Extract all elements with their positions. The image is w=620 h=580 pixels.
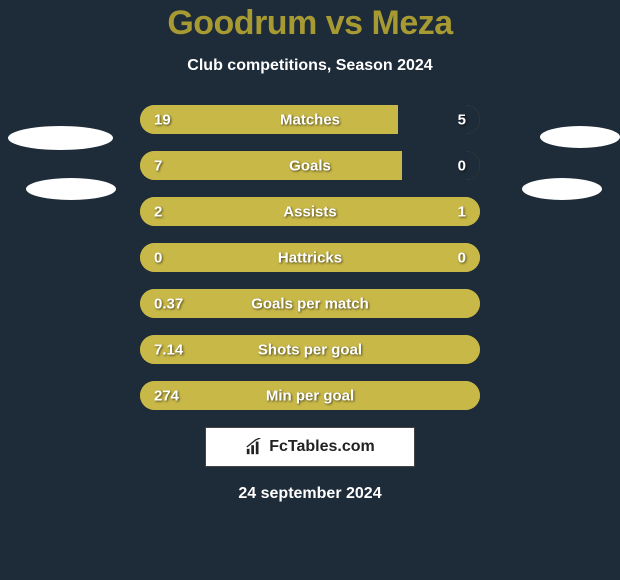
stat-right-fill <box>398 105 480 134</box>
page-title: Goodrum vs Meza <box>167 4 452 43</box>
stat-label: Goals <box>289 157 331 174</box>
stat-label: Hattricks <box>278 249 342 266</box>
stat-left-fill <box>140 105 398 134</box>
stat-value-left: 2 <box>154 203 162 220</box>
stat-row: 0.37 Goals per match <box>140 289 480 318</box>
stat-value-left: 7 <box>154 157 162 174</box>
stats-list: 19 Matches 5 7 Goals 0 2 Assists 1 0 Hattricks 0 0.3… <box>0 105 620 410</box>
stat-row: 274 Min per goal <box>140 381 480 410</box>
stat-row: 7.14 Shots per goal <box>140 335 480 364</box>
stat-row: 19 Matches 5 <box>140 105 480 134</box>
comparison-card: Goodrum vs Meza Club competitions, Seaso… <box>0 0 620 580</box>
stat-label: Shots per goal <box>258 341 362 358</box>
stat-right-fill <box>402 151 480 180</box>
stat-left-fill <box>140 151 402 180</box>
stat-value-left: 274 <box>154 387 179 404</box>
stat-value-left: 7.14 <box>154 341 183 358</box>
stat-value-left: 0 <box>154 249 162 266</box>
stat-row: 7 Goals 0 <box>140 151 480 180</box>
stat-value-right: 5 <box>458 111 466 128</box>
branding-badge: FcTables.com <box>205 427 415 467</box>
stat-row: 0 Hattricks 0 <box>140 243 480 272</box>
stat-label: Goals per match <box>251 295 369 312</box>
stat-row: 2 Assists 1 <box>140 197 480 226</box>
stat-value-left: 0.37 <box>154 295 183 312</box>
stat-label: Assists <box>283 203 336 220</box>
stat-value-right: 0 <box>458 157 466 174</box>
stat-value-left: 19 <box>154 111 171 128</box>
footer-date: 24 september 2024 <box>238 485 381 503</box>
stat-value-right: 0 <box>458 249 466 266</box>
stat-label: Matches <box>280 111 340 128</box>
stat-label: Min per goal <box>266 387 354 404</box>
chart-icon <box>245 438 263 456</box>
stat-value-right: 1 <box>458 203 466 220</box>
branding-text: FcTables.com <box>269 438 375 456</box>
page-subtitle: Club competitions, Season 2024 <box>187 57 432 75</box>
